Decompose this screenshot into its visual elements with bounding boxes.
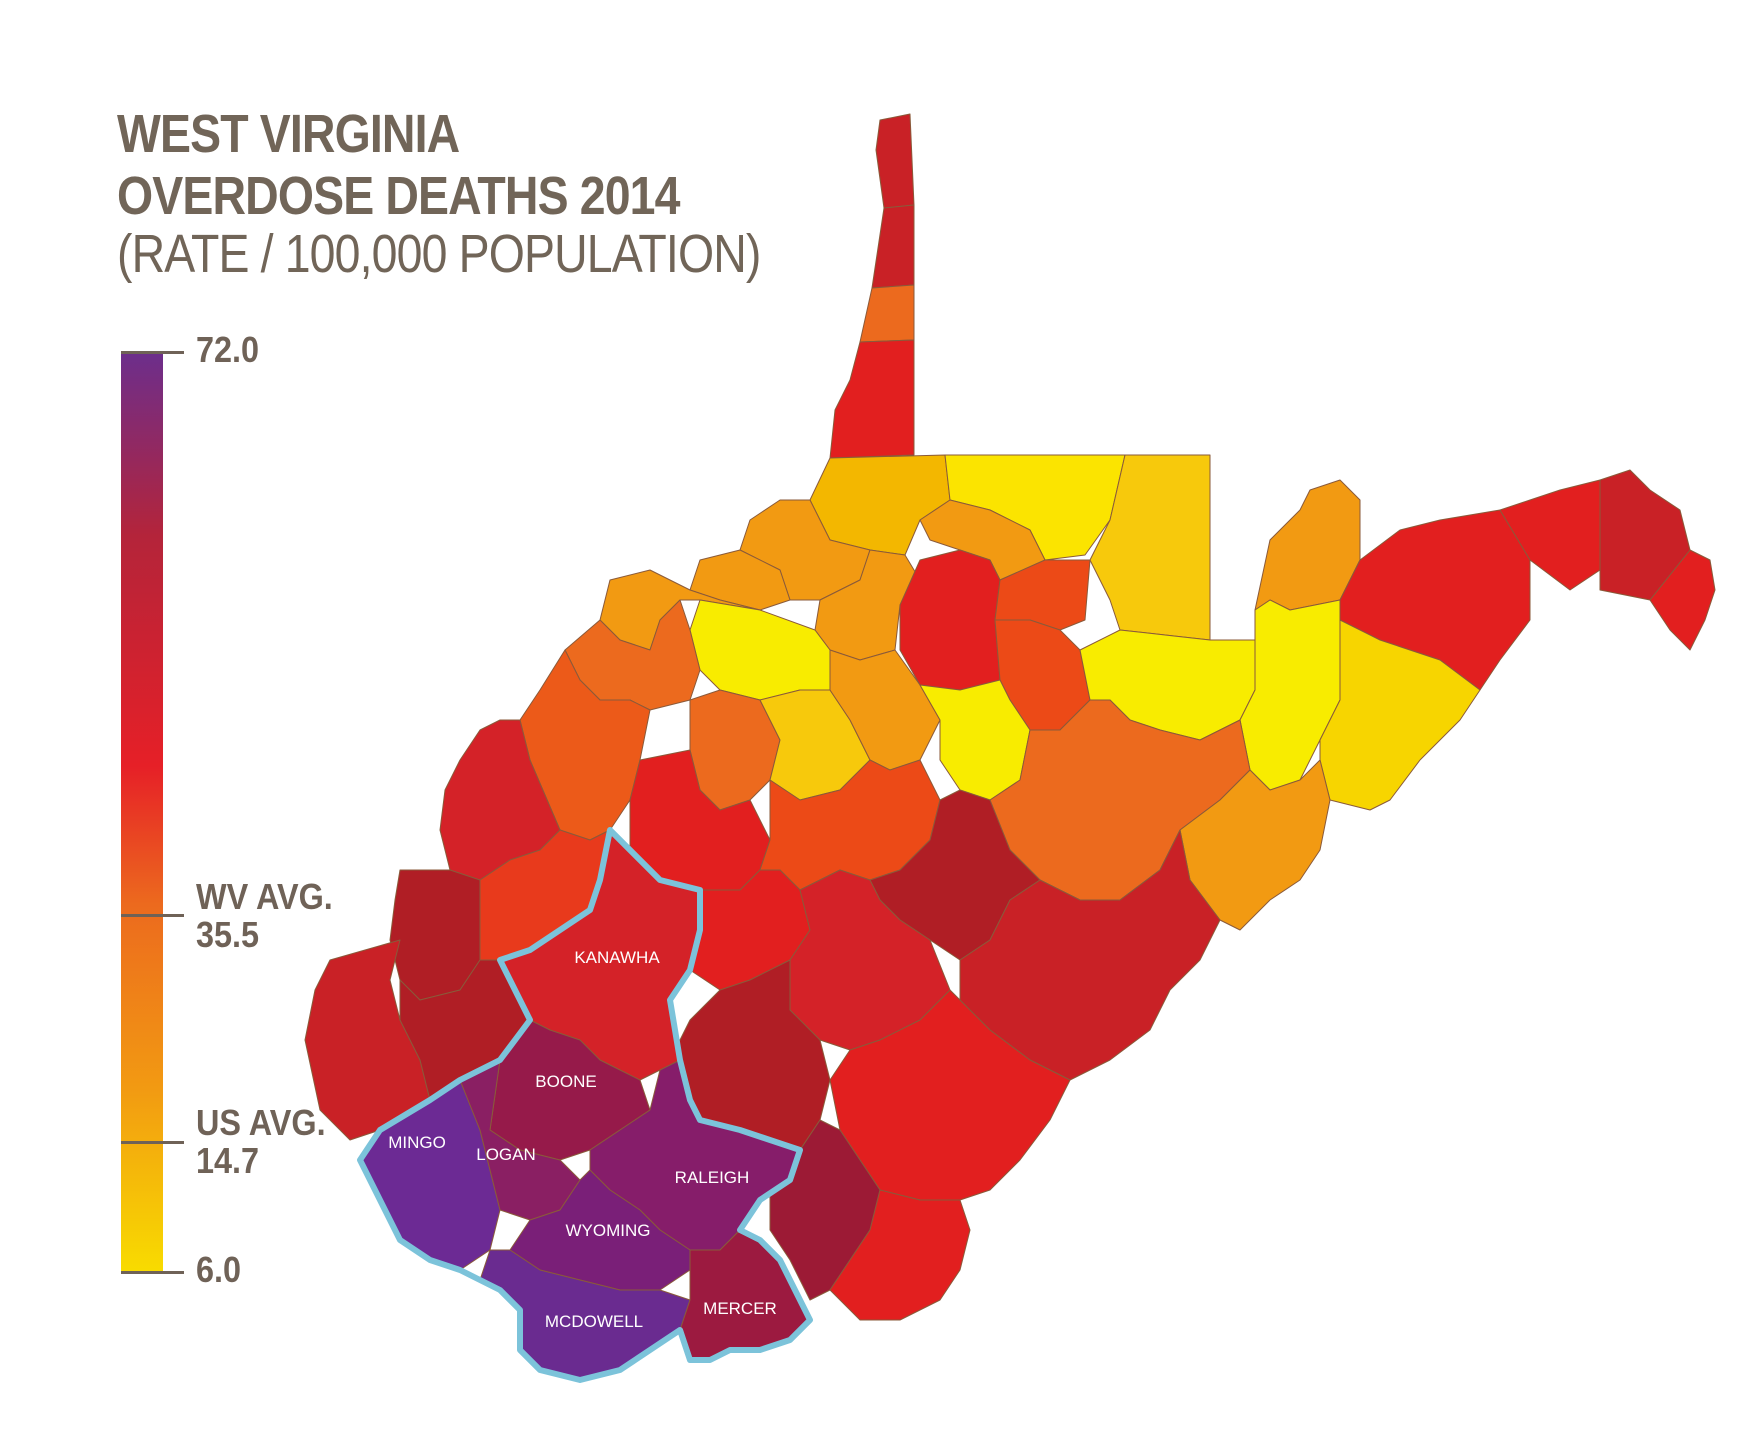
- label-kanawha: KANAWHA: [574, 948, 660, 967]
- legend-max-label: 72.0: [196, 329, 260, 370]
- county-pocahontas[interactable]: [959, 829, 1221, 1081]
- county-harrison[interactable]: [899, 549, 1001, 691]
- map-title-line1: WEST VIRGINIA: [117, 104, 460, 164]
- county-brooke[interactable]: [871, 204, 915, 289]
- county-grant[interactable]: [1239, 599, 1341, 791]
- county-monroe[interactable]: [829, 1189, 971, 1321]
- legend-wv-avg-value: 35.5: [196, 914, 260, 955]
- label-logan: LOGAN: [476, 1145, 536, 1164]
- county-marshall[interactable]: [829, 339, 915, 459]
- label-mcdowell: MCDOWELL: [545, 1312, 643, 1331]
- label-mingo: MINGO: [388, 1133, 446, 1152]
- legend-tick-us-avg: [121, 1141, 184, 1144]
- legend-color-scale: [121, 352, 163, 1273]
- label-boone: BOONE: [535, 1072, 596, 1091]
- county-ohio[interactable]: [859, 284, 915, 343]
- label-wyoming: WYOMING: [566, 1221, 651, 1240]
- county-preston[interactable]: [1089, 454, 1211, 641]
- county-ritchie[interactable]: [689, 599, 831, 701]
- legend-tick-wv-avg: [121, 914, 184, 917]
- southern-counties-highlight-outline: [357, 827, 813, 1383]
- map-subtitle: (RATE / 100,000 POPULATION): [117, 224, 761, 284]
- legend-tick-min: [121, 1271, 184, 1274]
- county-hardy[interactable]: [1319, 619, 1481, 811]
- label-mercer: MERCER: [703, 1299, 777, 1318]
- label-raleigh: RALEIGH: [675, 1168, 750, 1187]
- legend-us-avg-label: US AVG.: [196, 1102, 326, 1143]
- legend-wv-avg-label: WV AVG.: [196, 876, 333, 917]
- legend-us-avg-value: 14.7: [196, 1140, 260, 1181]
- county-hancock[interactable]: [875, 113, 915, 209]
- legend-min-label: 6.0: [196, 1249, 242, 1290]
- map-title-line2: OVERDOSE DEATHS 2014: [117, 166, 680, 226]
- county-jefferson[interactable]: [1649, 549, 1716, 651]
- legend-tick-max: [121, 351, 184, 354]
